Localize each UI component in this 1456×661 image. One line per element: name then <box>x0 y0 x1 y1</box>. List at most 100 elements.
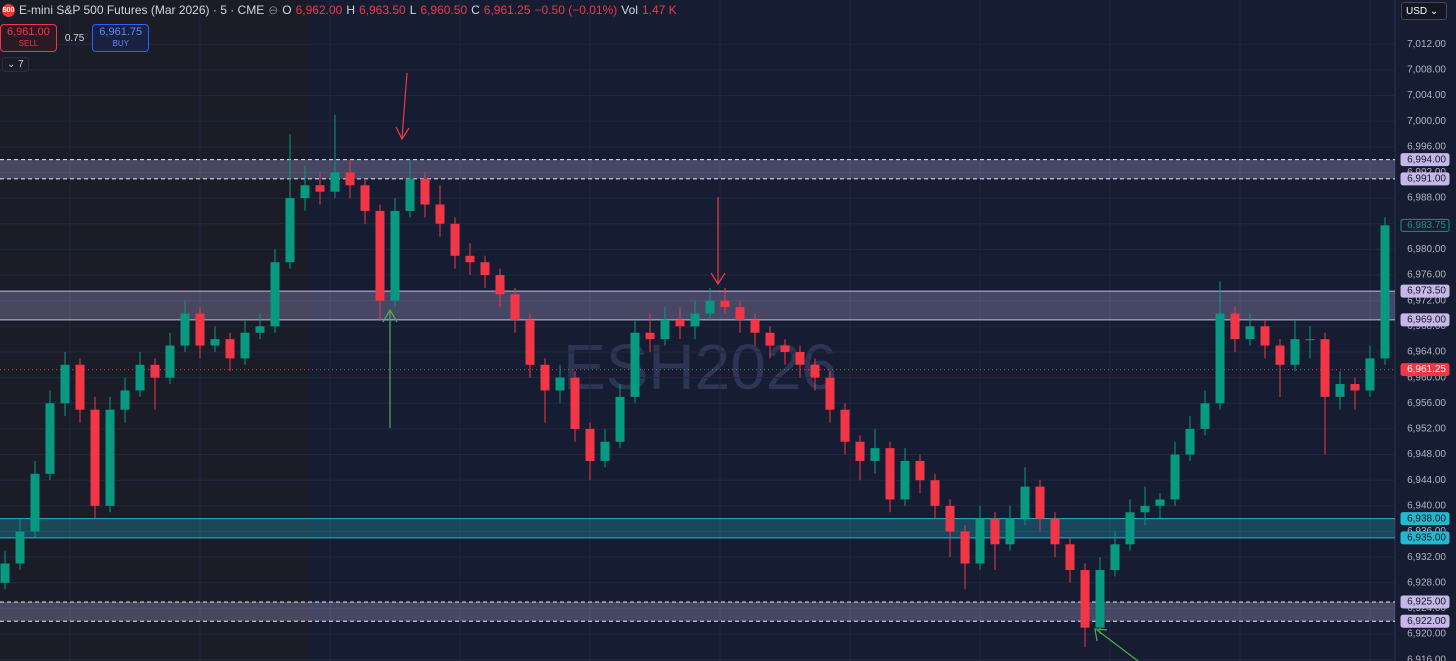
spread: 0.75 <box>64 32 85 44</box>
currency-select[interactable]: USD ⌄ <box>1401 2 1447 20</box>
candle-body <box>525 319 535 365</box>
badge: 500 <box>2 3 15 17</box>
change: −0.50 (−0.01%) <box>534 3 618 17</box>
candle-body <box>1380 225 1390 359</box>
candle-body <box>60 364 70 404</box>
price-tag-label: 6,938.00 <box>1407 513 1446 524</box>
candle-body <box>795 351 805 365</box>
buy-button[interactable]: 6,961.75 BUY <box>92 24 150 52</box>
candle-body <box>375 210 385 301</box>
y-tick-label: 6,964.00 <box>1407 347 1446 358</box>
candle-body <box>630 332 640 397</box>
price-tag <box>1400 512 1450 526</box>
candle-body <box>930 480 940 506</box>
o-label: O <box>282 3 292 17</box>
price-tag-label: 6,994.00 <box>1407 154 1446 165</box>
candle-body <box>120 390 130 410</box>
candle-body <box>1050 518 1060 545</box>
indicators-toggle[interactable]: ⌄ 7 <box>2 57 29 72</box>
candle-body <box>510 294 520 320</box>
candle-body <box>840 409 850 442</box>
candle-body <box>1200 403 1210 429</box>
arrows <box>382 72 1139 661</box>
candle-body <box>1185 428 1195 455</box>
candle-body <box>0 563 10 583</box>
y-tick-label: 6,948.00 <box>1407 449 1446 460</box>
candle-body <box>1170 454 1180 500</box>
candle-body <box>1335 384 1345 397</box>
zone <box>0 518 1395 538</box>
y-tick-label: 6,988.00 <box>1407 193 1446 204</box>
y-tick-label: 6,940.00 <box>1407 500 1446 511</box>
price-tag-label: 6,935.00 <box>1407 533 1446 544</box>
sell-price: 6,961.00 <box>7 26 50 38</box>
candle-body <box>750 319 760 333</box>
candle-body <box>735 307 745 320</box>
candle-body <box>1230 313 1240 340</box>
candle-body <box>1350 384 1360 391</box>
candle-body <box>765 332 775 346</box>
candle-body <box>1035 486 1045 519</box>
zone <box>0 159 1395 179</box>
candle-body <box>1140 505 1150 513</box>
candle-body <box>945 505 955 532</box>
candle-body <box>30 473 40 532</box>
candle-body <box>915 460 925 481</box>
price-tag <box>1400 595 1450 609</box>
candle-body <box>1365 358 1375 391</box>
candle-body <box>885 448 895 500</box>
candle-body <box>405 178 415 211</box>
symbol[interactable]: E-mini S&P 500 Futures (Mar 2026) · 5 · … <box>19 3 265 17</box>
candle-body <box>645 332 655 340</box>
candle-body <box>480 262 490 276</box>
price-tag <box>1400 313 1450 327</box>
candle-body <box>360 185 370 211</box>
y-tick-label: 6,980.00 <box>1407 244 1446 255</box>
price-tag <box>1400 284 1450 298</box>
currency: USD <box>1406 5 1428 17</box>
l-label: L <box>409 3 417 17</box>
candle-body <box>1065 544 1075 570</box>
candle-body <box>1320 339 1330 397</box>
price-tag <box>1400 614 1450 628</box>
candle-body <box>195 313 205 346</box>
candle-body <box>330 172 340 192</box>
price-tag <box>1400 153 1450 167</box>
sell-button[interactable]: 6,961.00 SELL <box>0 24 57 52</box>
symbol-header: 500 E-mini S&P 500 Futures (Mar 2026) · … <box>2 3 677 17</box>
y-tick-label: 6,952.00 <box>1407 424 1446 435</box>
candle-body <box>825 377 835 410</box>
candle-body <box>1020 486 1030 519</box>
h-label: H <box>346 3 355 17</box>
y-tick-label: 6,968.00 <box>1407 321 1446 332</box>
candle-body <box>975 518 985 564</box>
candle-body <box>15 531 25 564</box>
price-axis <box>1395 0 1456 661</box>
y-tick-label: 6,916.00 <box>1407 654 1446 661</box>
candle-body <box>540 364 550 391</box>
candle-body <box>1290 339 1300 365</box>
y-tick-label: 7,012.00 <box>1407 39 1446 50</box>
candle-body <box>990 518 1000 545</box>
candle-body <box>570 377 580 429</box>
price-tag-label: 6,983.75 <box>1407 220 1446 231</box>
candle-body <box>1155 499 1165 506</box>
candle-body <box>615 396 625 442</box>
y-tick-label: 7,008.00 <box>1407 65 1446 76</box>
candle-body <box>255 326 265 333</box>
buy-price: 6,961.75 <box>99 26 143 38</box>
candle-body <box>960 531 970 564</box>
y-tick-label: 7,000.00 <box>1407 116 1446 127</box>
vol-label: Vol <box>621 3 638 17</box>
trade-panel: 6,961.00 SELL 0.75 6,961.75 BUY <box>0 24 150 52</box>
price-tag-label: 6,925.00 <box>1407 597 1446 608</box>
y-tick-label: 6,944.00 <box>1407 475 1446 486</box>
price-tag <box>1400 531 1450 545</box>
candle-body <box>1095 569 1105 628</box>
candle-body <box>555 377 565 391</box>
candle-body <box>1080 569 1090 628</box>
candle-body <box>1125 512 1135 545</box>
o-value: 6,962.00 <box>295 3 343 17</box>
candle-body <box>1245 326 1255 340</box>
